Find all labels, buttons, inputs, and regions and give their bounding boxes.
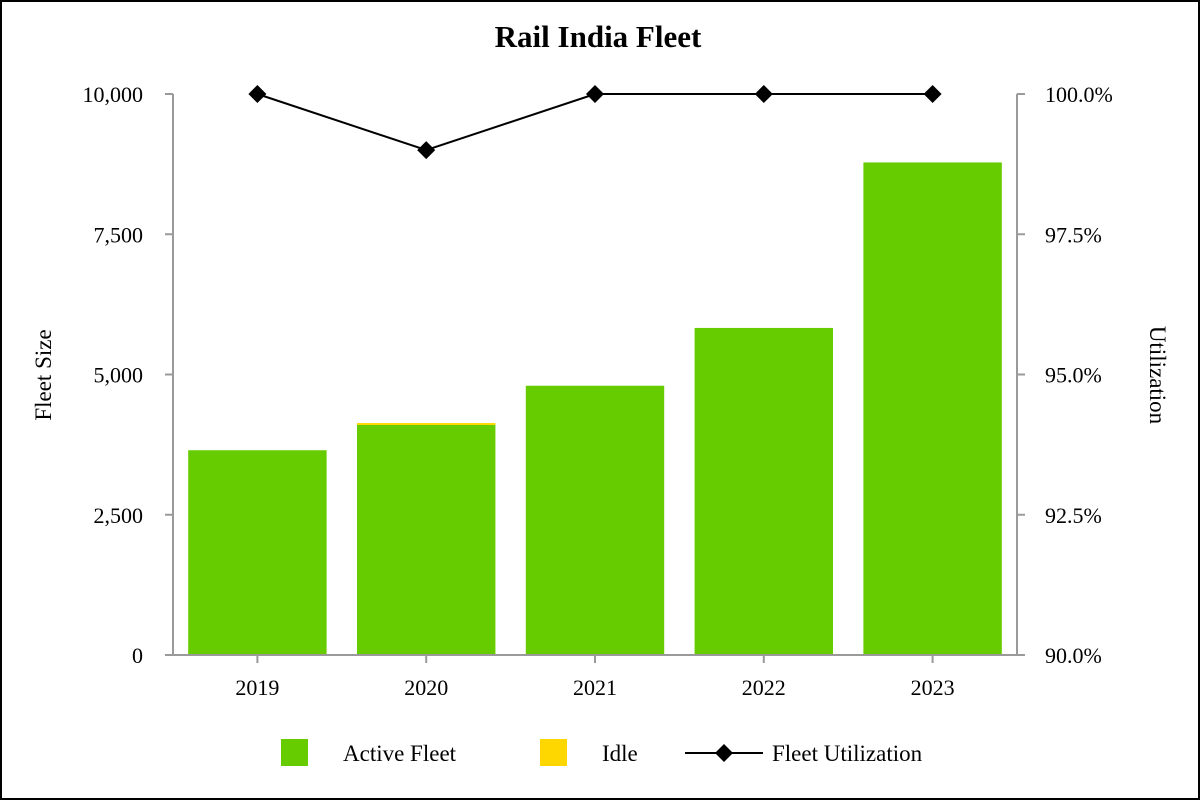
legend-swatch-idle — [540, 739, 567, 766]
point-fleet-utilization-2023 — [923, 85, 942, 103]
y2-tick-label: 92.5% — [1045, 503, 1102, 528]
y-tick-label: 10,000 — [83, 82, 144, 107]
point-fleet-utilization-2022 — [754, 85, 773, 103]
x-tick-label: 2023 — [911, 675, 955, 700]
legend: Active Fleet Idle Fleet Utilization — [281, 739, 923, 766]
bar-active-fleet-2021 — [525, 385, 665, 655]
y-tick-label: 7,500 — [94, 222, 144, 247]
legend-label-active-fleet: Active Fleet — [343, 741, 457, 766]
bar-active-fleet-2023 — [863, 162, 1002, 655]
y-tick-label: 5,000 — [94, 363, 144, 388]
legend-label-fleet-utilization: Fleet Utilization — [772, 741, 923, 766]
y2-tick-label: 90.0% — [1045, 643, 1102, 668]
point-fleet-utilization-2019 — [248, 85, 267, 103]
legend-label-idle: Idle — [602, 741, 638, 766]
y2-tick-label: 97.5% — [1045, 222, 1102, 247]
x-tick-label: 2021 — [573, 675, 617, 700]
x-tick-label: 2020 — [404, 675, 448, 700]
point-fleet-utilization-2020 — [417, 141, 436, 160]
point-fleet-utilization-2021 — [586, 85, 604, 103]
bar-active-fleet-2022 — [694, 327, 834, 655]
x-tick-label: 2019 — [235, 675, 279, 700]
plot-area — [188, 85, 1002, 655]
bar-idle-2020 — [356, 423, 496, 425]
bar-active-fleet-2019 — [188, 450, 327, 655]
chart-title: Rail India Fleet — [495, 19, 702, 54]
axes: 0 2,500 5,000 7,500 10,000 90.0% 92.5% 95.0% 97.… — [83, 82, 1113, 700]
y-tick-label: 2,500 — [94, 503, 144, 528]
legend-marker-fleet-utilization — [715, 744, 733, 762]
y2-axis-title: Utilization — [1145, 326, 1170, 425]
legend-swatch-active-fleet — [281, 739, 308, 766]
bar-active-fleet-2020 — [356, 424, 496, 655]
y2-tick-label: 95.0% — [1045, 363, 1102, 388]
y2-tick-label: 100.0% — [1045, 82, 1113, 107]
x-tick-label: 2022 — [742, 675, 786, 700]
y-axis-title: Fleet Size — [31, 329, 56, 420]
y-tick-label: 0 — [132, 643, 143, 668]
